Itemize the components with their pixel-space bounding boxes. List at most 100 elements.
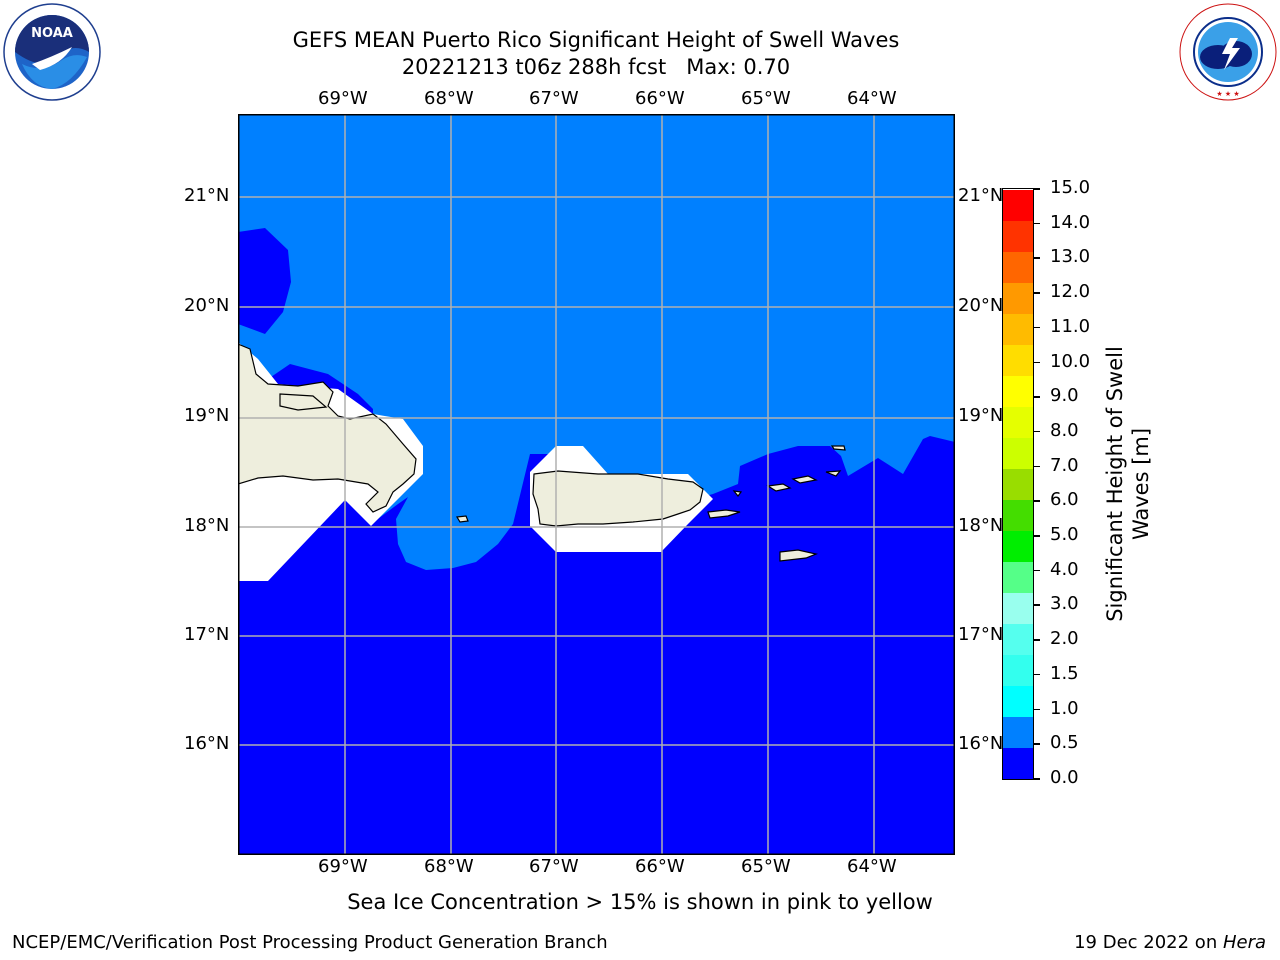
map-frame xyxy=(238,114,955,855)
colorbar-tick-mark xyxy=(1034,326,1040,329)
colorbar-tick-label: 3.0 xyxy=(1050,593,1079,615)
footer-machine: Hera xyxy=(1222,932,1266,953)
land-anegada xyxy=(830,445,846,451)
land-hispaniola-north-peninsula xyxy=(279,393,328,411)
lat-label: 17°N xyxy=(958,624,1004,645)
lat-label: 19°N xyxy=(184,405,230,426)
colorbar-bin xyxy=(1003,189,1033,221)
colorbar-bin xyxy=(1003,623,1033,655)
land-puerto-rico xyxy=(532,470,704,527)
lon-label: 64°W xyxy=(847,88,897,109)
lon-label: 69°W xyxy=(318,88,368,109)
lat-label: 20°N xyxy=(958,295,1004,316)
colorbar-tick-mark xyxy=(1034,465,1040,468)
noaa-logo: NOAA xyxy=(2,2,102,102)
colorbar-tick-mark xyxy=(1034,604,1040,606)
map-panel xyxy=(237,114,955,855)
colorbar-tick-label: 7.0 xyxy=(1050,454,1079,476)
colorbar-tick-label: 14.0 xyxy=(1050,211,1091,233)
colorbar-tick-label: 6.0 xyxy=(1050,489,1079,511)
colorbar-tick-mark xyxy=(1034,743,1040,745)
colorbar-bin xyxy=(1003,220,1033,252)
colorbar-tick-mark xyxy=(1034,708,1040,711)
lat-labels-left: 21°N 20°N 19°N 18°N 17°N 16°N xyxy=(184,0,236,960)
colorbar-tick-label: 5.0 xyxy=(1050,524,1079,546)
lat-label: 19°N xyxy=(958,405,1004,426)
colorbar-tick-mark xyxy=(1034,222,1040,225)
colorbar-ticks: 15.0 14.0 13.0 12.0 11.0 10.0 9.0 8.0 7.0 6.0 5.0 4… xyxy=(1034,179,1114,787)
colorbar-tick-label: 0.5 xyxy=(1050,732,1079,754)
colorbar-tick-label: 4.0 xyxy=(1050,558,1079,580)
lon-label: 65°W xyxy=(741,856,791,877)
noaa-logo-text: NOAA xyxy=(31,26,73,41)
lat-labels-right: 21°N 20°N 19°N 18°N 17°N 16°N xyxy=(958,0,1008,960)
colorbar-tick-label: 9.0 xyxy=(1050,385,1079,407)
colorbar-bin xyxy=(1003,716,1033,748)
lon-label: 66°W xyxy=(635,88,685,109)
colorbar-tick-label: 15.0 xyxy=(1050,177,1091,198)
land-mona-island xyxy=(456,515,469,523)
colorbar-label-line2: Waves [m] xyxy=(1129,427,1153,541)
lon-label: 67°W xyxy=(529,856,579,877)
colorbar-tick-mark xyxy=(1034,673,1040,676)
colorbar-bin xyxy=(1003,592,1033,624)
colorbar-tick-label: 11.0 xyxy=(1050,315,1091,337)
lon-labels-bottom: 69°W 68°W 67°W 66°W 65°W 64°W xyxy=(0,856,1280,880)
lon-label: 66°W xyxy=(635,856,685,877)
colorbar-bin xyxy=(1003,561,1033,593)
colorbar-tick-label: 0.0 xyxy=(1050,767,1079,788)
lon-labels-top: 69°W 68°W 67°W 66°W 65°W 64°W xyxy=(0,88,1280,112)
footer-date: 19 Dec 2022 on Hera xyxy=(1074,932,1266,953)
land-culebra-vieques xyxy=(707,509,741,519)
colorbar-tick-label: 8.0 xyxy=(1050,419,1079,441)
colorbar-tick-mark xyxy=(1034,257,1040,259)
lat-label: 17°N xyxy=(184,624,230,645)
colorbar-bin xyxy=(1003,251,1033,283)
lat-label: 20°N xyxy=(184,295,230,316)
colorbar-tick-mark xyxy=(1034,535,1040,537)
svg-text:★ ★ ★: ★ ★ ★ xyxy=(1216,90,1239,98)
colorbar xyxy=(1002,188,1034,780)
footer-credit: NCEP/EMC/Verification Post Processing Pr… xyxy=(12,932,608,953)
colorbar-bin xyxy=(1003,468,1033,500)
colorbar-bin xyxy=(1003,747,1033,779)
lon-label: 64°W xyxy=(847,856,897,877)
footer-date-text: 19 Dec 2022 on xyxy=(1074,932,1223,953)
colorbar-tick-mark xyxy=(1034,639,1040,641)
colorbar-bin xyxy=(1003,375,1033,407)
lat-label: 21°N xyxy=(958,185,1004,206)
colorbar-tick-mark xyxy=(1034,188,1040,190)
lon-label: 69°W xyxy=(318,856,368,877)
colorbar-bin xyxy=(1003,344,1033,376)
colorbar-bin xyxy=(1003,654,1033,686)
colorbar-bin xyxy=(1003,313,1033,345)
colorbar-tick-mark xyxy=(1034,292,1040,294)
chart-subtitle: 20221213 t06z 288h fcst Max: 0.70 xyxy=(401,55,791,79)
colorbar-bins xyxy=(1003,189,1033,779)
colorbar-label-line1: Significant Height of Swell xyxy=(1103,346,1127,622)
land-st-croix xyxy=(779,549,819,562)
colorbar-bin xyxy=(1003,406,1033,438)
lat-label: 18°N xyxy=(184,515,230,536)
colorbar-bin xyxy=(1003,282,1033,314)
colorbar-tick-mark xyxy=(1034,430,1040,433)
map-svg xyxy=(237,114,955,855)
colorbar-tick-mark xyxy=(1034,396,1040,398)
swell-band-0.0-0.5 xyxy=(238,436,955,855)
colorbar-tick-label: 1.5 xyxy=(1050,662,1079,684)
lat-label: 18°N xyxy=(958,515,1004,536)
colorbar-tick-label: 12.0 xyxy=(1050,281,1091,303)
sea-ice-caption: Sea Ice Concentration > 15% is shown in … xyxy=(347,890,933,914)
chart-title: GEFS MEAN Puerto Rico Significant Height… xyxy=(292,28,900,52)
nws-logo: ★ ★ ★ xyxy=(1178,2,1278,102)
lon-label: 68°W xyxy=(424,88,474,109)
lon-label: 65°W xyxy=(741,88,791,109)
land-hispaniola xyxy=(237,343,417,513)
land-virgin-islands xyxy=(732,470,842,497)
colorbar-tick-label: 10.0 xyxy=(1050,350,1091,372)
colorbar-bin xyxy=(1003,530,1033,562)
colorbar-bin xyxy=(1003,499,1033,531)
colorbar-bin xyxy=(1003,437,1033,469)
lon-label: 68°W xyxy=(424,856,474,877)
colorbar-tick-mark xyxy=(1034,361,1040,364)
